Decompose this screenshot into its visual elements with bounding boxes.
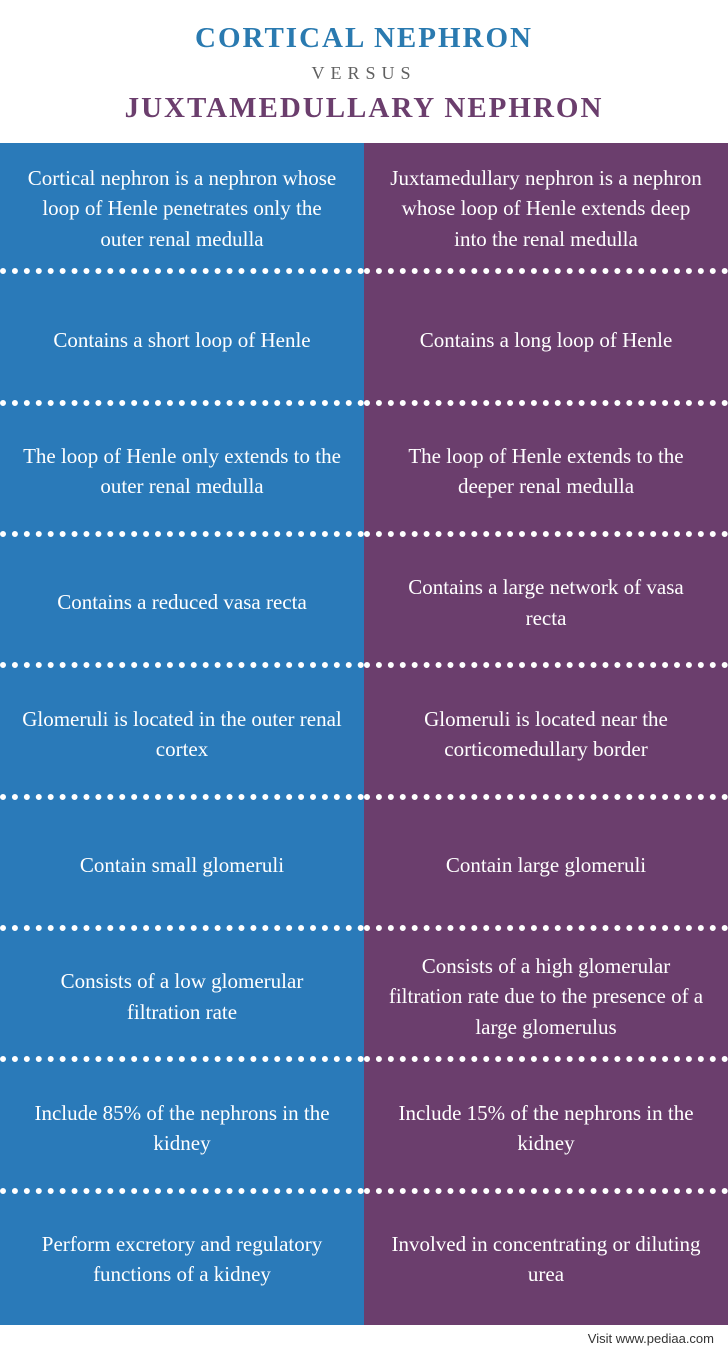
header: CORTICAL NEPHRON VERSUS JUXTAMEDULLARY N…	[0, 0, 728, 143]
left-column: Cortical nephron is a nephron whose loop…	[0, 143, 364, 1325]
cell-right: The loop of Henle extends to the deeper …	[364, 406, 728, 537]
cell-left: The loop of Henle only extends to the ou…	[0, 406, 364, 537]
cell-right: Include 15% of the nephrons in the kidne…	[364, 1062, 728, 1193]
versus-label: VERSUS	[20, 63, 708, 84]
cell-left: Glomeruli is located in the outer renal …	[0, 668, 364, 799]
cell-right: Contains a long loop of Henle	[364, 274, 728, 405]
comparison-table: Cortical nephron is a nephron whose loop…	[0, 143, 728, 1325]
cell-left: Contains a reduced vasa recta	[0, 537, 364, 668]
cell-right: Contain large glomeruli	[364, 800, 728, 931]
title-top: CORTICAL NEPHRON	[20, 22, 708, 55]
cell-left: Cortical nephron is a nephron whose loop…	[0, 143, 364, 274]
title-bottom: JUXTAMEDULLARY NEPHRON	[20, 92, 708, 125]
cell-right: Juxtamedullary nephron is a nephron whos…	[364, 143, 728, 274]
cell-right: Contains a large network of vasa recta	[364, 537, 728, 668]
cell-right: Glomeruli is located near the corticomed…	[364, 668, 728, 799]
footer-text: Visit www.pediaa.com	[0, 1325, 728, 1352]
cell-left: Contain small glomeruli	[0, 800, 364, 931]
cell-left: Perform excretory and regulatory functio…	[0, 1194, 364, 1325]
cell-left: Include 85% of the nephrons in the kidne…	[0, 1062, 364, 1193]
cell-right: Consists of a high glomerular filtration…	[364, 931, 728, 1062]
cell-right: Involved in concentrating or diluting ur…	[364, 1194, 728, 1325]
right-column: Juxtamedullary nephron is a nephron whos…	[364, 143, 728, 1325]
cell-left: Consists of a low glomerular filtration …	[0, 931, 364, 1062]
cell-left: Contains a short loop of Henle	[0, 274, 364, 405]
infographic-container: CORTICAL NEPHRON VERSUS JUXTAMEDULLARY N…	[0, 0, 728, 1352]
